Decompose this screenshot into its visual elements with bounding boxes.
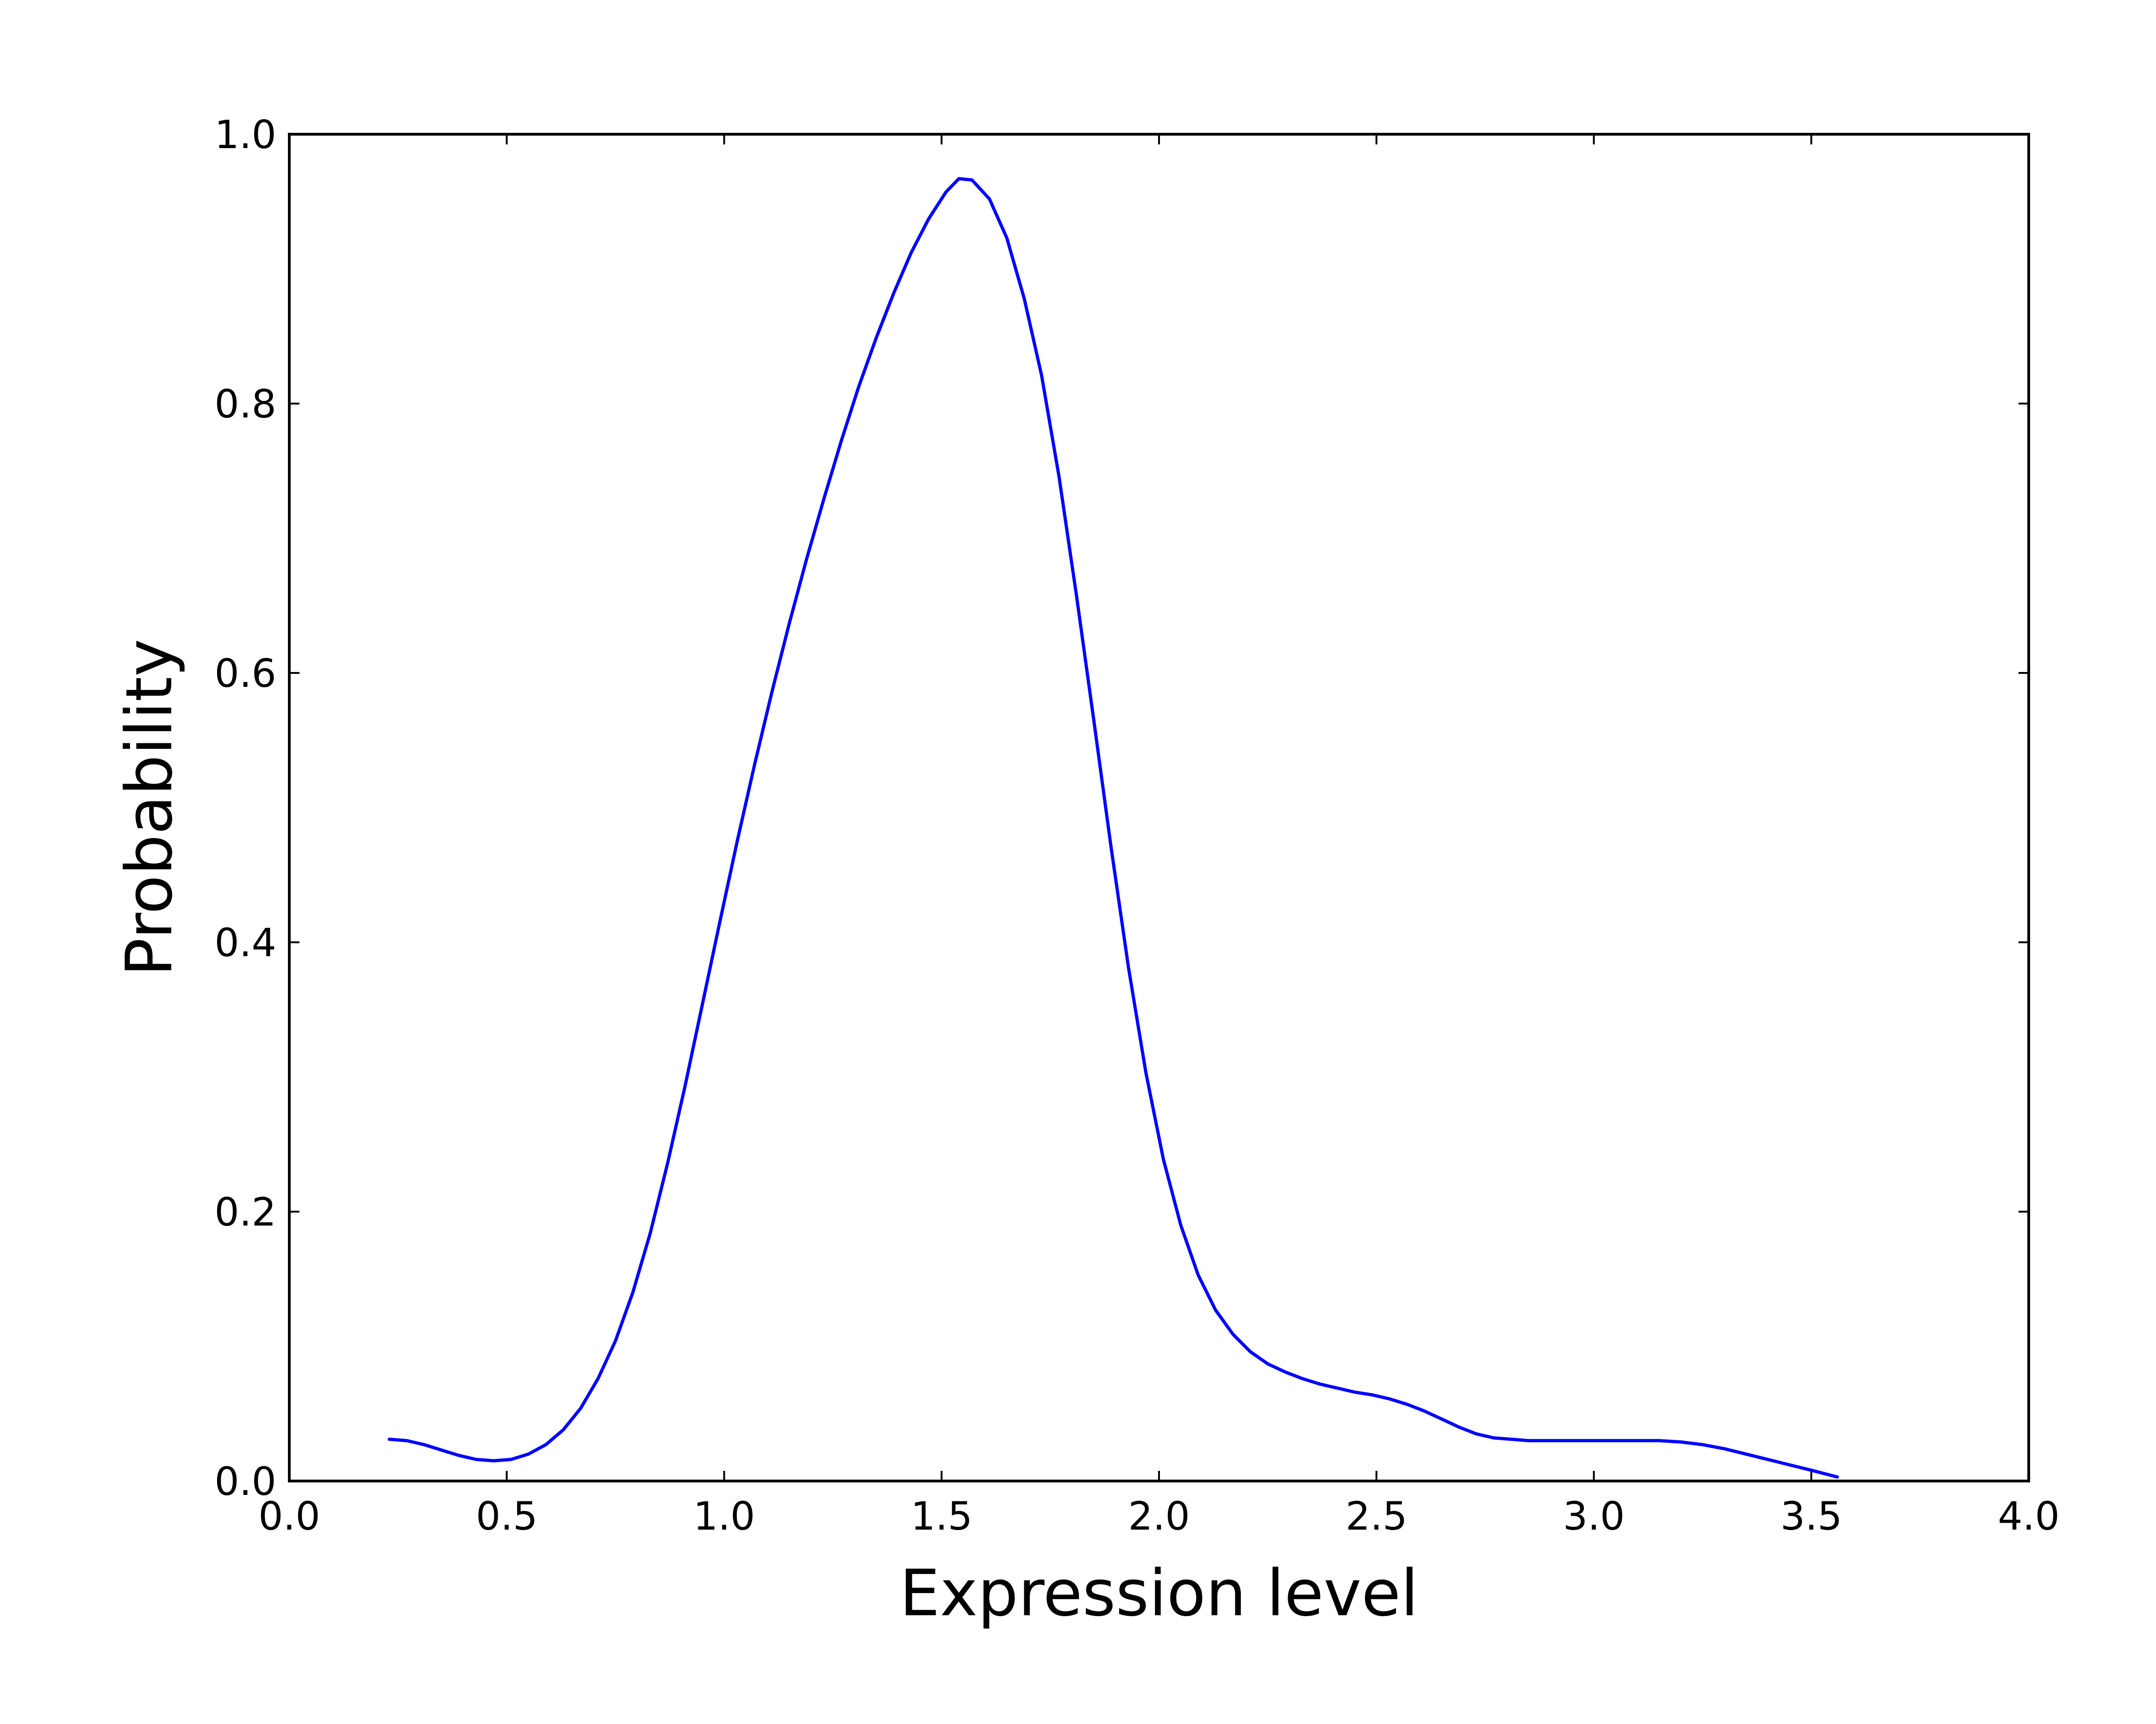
y-tick-label: 0.2: [214, 1189, 276, 1235]
y-axis-label: Probability: [112, 639, 187, 977]
y-axis-ticks: 0.0 0.2 0.4 0.6 0.8 1.0: [214, 112, 2029, 1504]
y-tick-label: 0.6: [214, 651, 276, 696]
y-tick-label: 0.0: [214, 1459, 276, 1504]
x-tick-label: 2.5: [1346, 1494, 1408, 1539]
x-axis-ticks: 0.0 0.5 1.0 1.5 2.0 2.5 3.0 3.5 4.0: [258, 134, 2060, 1539]
x-tick-label: 2.0: [1128, 1494, 1190, 1539]
x-tick-label: 4.0: [1998, 1494, 2060, 1539]
y-tick-label: 1.0: [214, 112, 276, 157]
plot-frame: [288, 133, 2030, 1482]
x-tick-label: 3.5: [1780, 1494, 1842, 1539]
x-tick-label: 0.0: [258, 1494, 320, 1539]
x-tick-label: 1.5: [910, 1494, 972, 1539]
x-axis-label: Expression level: [899, 1556, 1418, 1631]
series-line: [387, 177, 1839, 1479]
x-tick-label: 0.5: [476, 1494, 538, 1539]
y-tick-label: 0.8: [214, 381, 276, 427]
x-tick-label: 3.0: [1563, 1494, 1625, 1539]
plot-area: [289, 134, 2029, 1481]
y-tick-label: 0.4: [214, 920, 276, 965]
x-tick-label: 1.0: [693, 1494, 755, 1539]
